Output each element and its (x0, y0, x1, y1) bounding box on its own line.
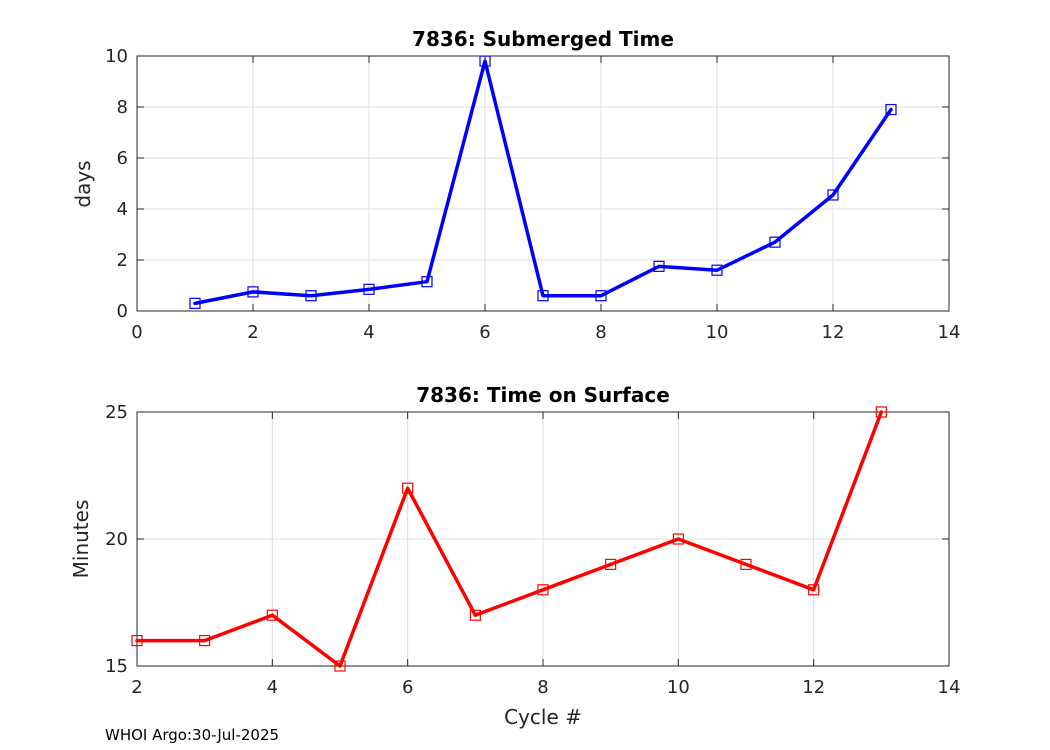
surface-time-data-point (199, 634, 211, 647)
surface-time-data-point (740, 558, 752, 571)
surface-time-y-tick-label: 15 (105, 656, 128, 677)
submerged-time-y-tick-label: 2 (117, 250, 128, 271)
surface-time-data-point (469, 609, 481, 621)
surface-time-data-point (334, 660, 346, 672)
surface-time-data-point (537, 584, 549, 596)
surface-time-data-point (875, 406, 887, 418)
submerged-time-data-point (537, 290, 549, 302)
surface-time-data-point (402, 482, 414, 494)
surface-time-ylabel: Minutes (69, 500, 93, 579)
surface-time-x-tick-label: 4 (267, 677, 278, 698)
surface-time-data-point (605, 558, 617, 571)
surface-time-x-tick-label: 14 (938, 677, 961, 698)
surface-time-data-point (131, 634, 143, 647)
surface-time-data-point (808, 584, 820, 596)
submerged-time-y-tick-label: 10 (105, 46, 128, 67)
surface-time-y-tick-label: 25 (105, 402, 128, 423)
submerged-time-ylabel: days (71, 160, 95, 207)
surface-time-data-point (672, 533, 684, 545)
submerged-time-series-line (193, 59, 893, 306)
submerged-time-data-point (827, 189, 839, 201)
submerged-time-y-tick-label: 8 (117, 97, 128, 118)
surface-time-x-tick-label: 2 (131, 677, 142, 698)
submerged-time-axes-frame (136, 55, 950, 312)
surface-time-data-point (266, 609, 278, 621)
submerged-time-y-tick-label: 0 (117, 301, 128, 322)
submerged-time-data-point (421, 276, 433, 288)
surface-time-x-tick-label: 10 (667, 677, 690, 698)
submerged-time-x-tick-label: 12 (822, 322, 845, 343)
submerged-time-x-tick-label: 0 (131, 322, 142, 343)
submerged-time-x-tick-label: 8 (595, 322, 606, 343)
submerged-time-data-point (653, 260, 665, 272)
surface-time-x-tick-label: 12 (802, 677, 825, 698)
submerged-time-x-tick-label: 10 (706, 322, 729, 343)
submerged-time-data-point (305, 290, 317, 302)
surface-time-title: 7836: Time on Surface (416, 383, 670, 407)
submerged-time-x-tick-label: 4 (363, 322, 374, 343)
submerged-time-x-tick-label: 14 (938, 322, 961, 343)
submerged-time-data-point (363, 283, 375, 295)
footer-credit: WHOI Argo:30-Jul-2025 (105, 726, 279, 744)
submerged-time-data-point (711, 264, 723, 276)
surface-time-chart: 7836: Time on Surface Minutes Cycle # 2 4… (69, 383, 960, 729)
surface-time-y-tick-label: 20 (105, 529, 128, 550)
submerged-time-data-point (189, 297, 201, 309)
surface-time-x-tick-label: 8 (537, 677, 548, 698)
surface-time-x-tick-label: 6 (402, 677, 413, 698)
submerged-time-data-point (769, 236, 781, 248)
submerged-time-plot-area (137, 56, 949, 311)
submerged-time-title: 7836: Submerged Time (412, 27, 674, 51)
submerged-time-chart: 7836: Submerged Time days 0 2 4 6 8 10 12 14 0 2 4… (71, 27, 960, 343)
submerged-time-data-point (479, 55, 491, 67)
surface-time-series-line (135, 410, 884, 668)
surface-time-xlabel: Cycle # (504, 705, 582, 729)
submerged-time-x-tick-label: 2 (247, 322, 258, 343)
submerged-time-data-point (247, 286, 259, 298)
submerged-time-y-tick-label: 4 (117, 199, 128, 220)
submerged-time-data-point (595, 290, 607, 302)
submerged-time-y-tick-label: 6 (117, 148, 128, 169)
submerged-time-x-tick-label: 6 (479, 322, 490, 343)
submerged-time-data-point (885, 103, 897, 116)
